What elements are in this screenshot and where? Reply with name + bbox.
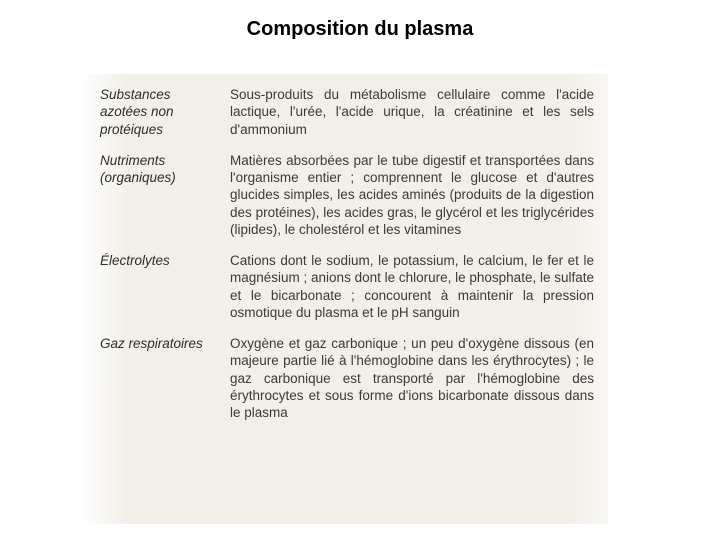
row-term: Électrolytes — [100, 252, 212, 321]
page-title: Composition du plasma — [0, 18, 720, 41]
table-row: Nutriments (organiques)Matières absorbée… — [100, 152, 594, 238]
row-term: Substances azotées non protéiques — [100, 86, 212, 138]
table-row: Électrolytes Cations dont le sodium, le p… — [100, 252, 594, 321]
row-definition: Sous-produits du métabolisme cellulaire … — [230, 86, 594, 138]
row-definition: Cations dont le sodium, le potassium, le… — [230, 252, 594, 321]
table-scan: Substances azotées non protéiques Sous-pr… — [86, 74, 608, 524]
row-definition: Matières absorbées par le tube digestif … — [230, 152, 594, 238]
table-row: Substances azotées non protéiques Sous-pr… — [100, 86, 594, 138]
row-term: Gaz respiratoires — [100, 335, 212, 421]
table-row: Gaz respiratoiresOxygène et gaz carboniq… — [100, 335, 594, 421]
row-term: Nutriments (organiques) — [100, 152, 212, 238]
row-definition: Oxygène et gaz carbonique ; un peu d'oxy… — [230, 335, 594, 421]
slide: Composition du plasma Substances azotées… — [0, 0, 720, 540]
